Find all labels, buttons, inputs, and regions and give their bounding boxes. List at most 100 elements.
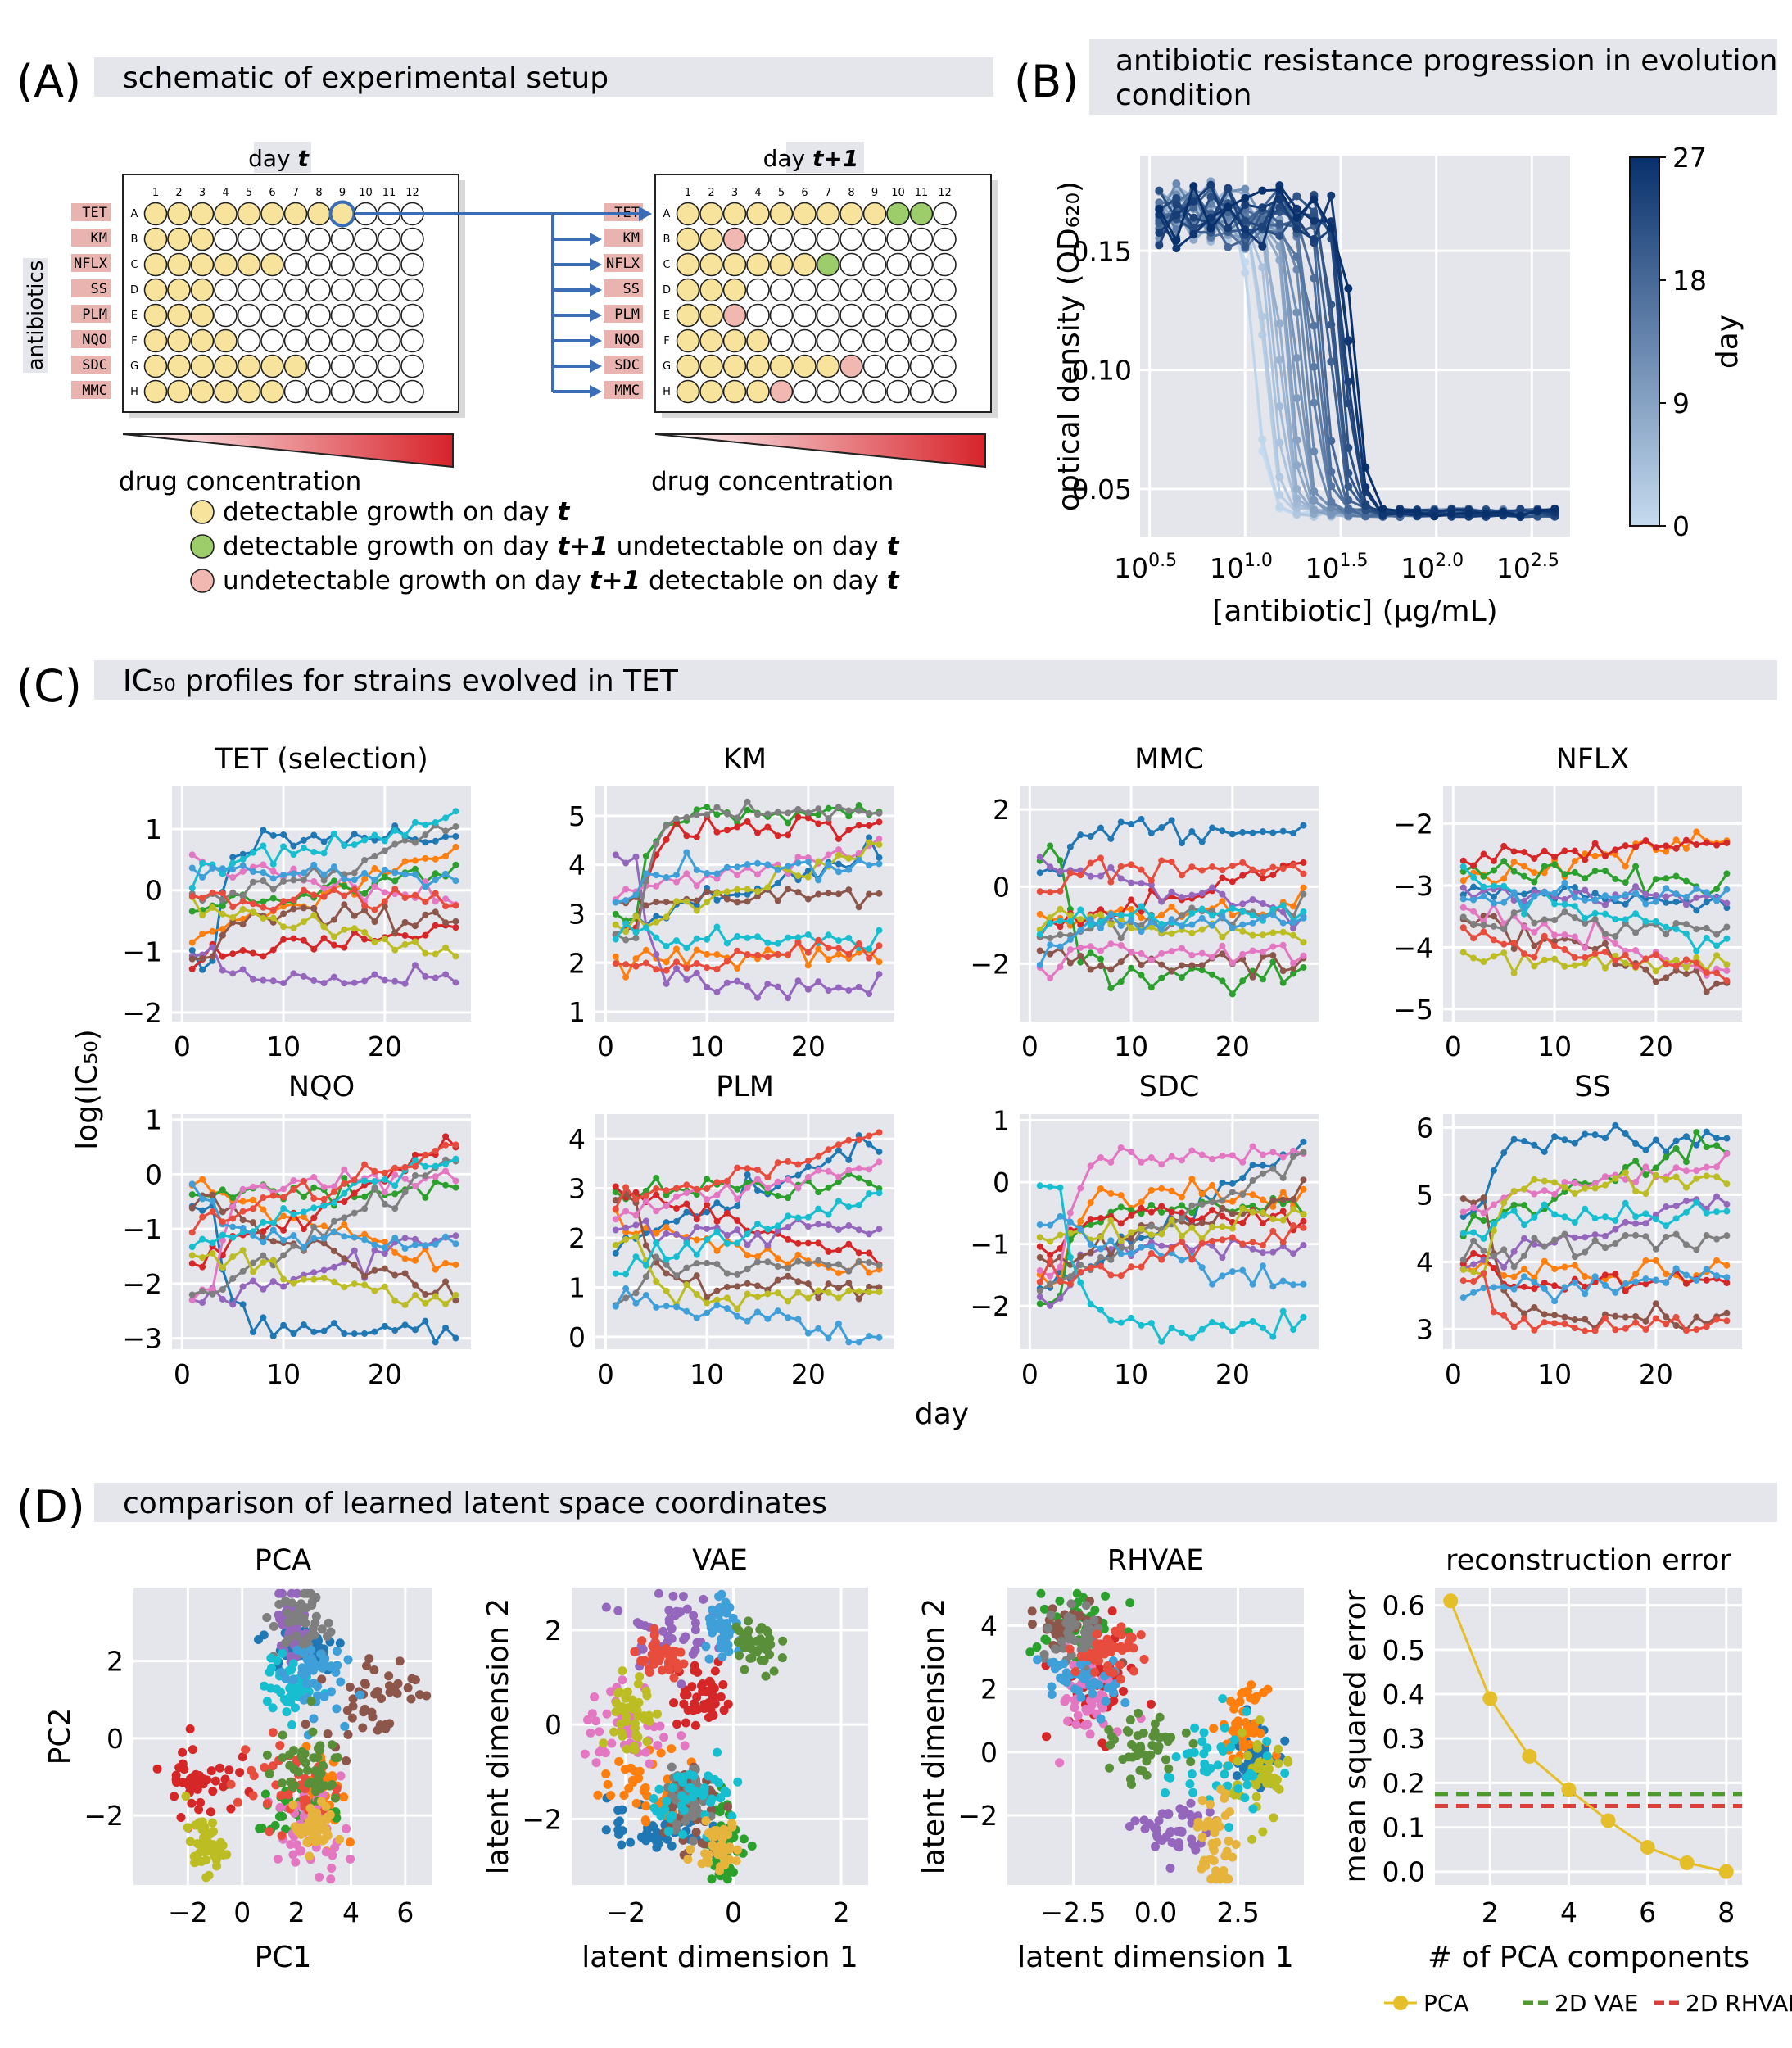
colorbar-tick-label: 18 xyxy=(1672,265,1707,297)
ic50-point xyxy=(612,960,619,967)
row-letter: F xyxy=(663,335,669,347)
ic50-point xyxy=(1622,863,1629,870)
ic50-point xyxy=(653,1303,660,1311)
ic50-point xyxy=(1601,1232,1609,1239)
latent-point xyxy=(315,1872,324,1882)
ic50-point xyxy=(1077,831,1084,839)
ic50-point xyxy=(1490,893,1497,900)
plate-day-t1: day t+1123456789101112ATETBKMCNFLXDSSEPL… xyxy=(604,142,998,496)
latent-point xyxy=(285,1750,295,1760)
ic50-point xyxy=(1531,878,1538,886)
ic50-point xyxy=(1551,1266,1559,1273)
latent-point xyxy=(305,1778,315,1787)
latent-point xyxy=(292,1631,301,1641)
ic50-point xyxy=(290,851,297,859)
ic50-point xyxy=(1663,848,1670,855)
ic50-point xyxy=(1128,861,1135,868)
ic50-point xyxy=(1672,1144,1680,1152)
ic50-point xyxy=(1229,925,1236,932)
ic50-point xyxy=(391,1297,399,1304)
ytick-label: 5 xyxy=(568,800,586,832)
dose-point xyxy=(1206,193,1215,202)
ic50-point xyxy=(1117,1144,1125,1151)
ic50-point xyxy=(280,1275,287,1283)
antibiotic-label: PLM xyxy=(614,306,640,323)
latent-point xyxy=(272,1656,282,1665)
ic50-point xyxy=(866,1259,873,1266)
col-number: 1 xyxy=(685,187,691,199)
col-number: 11 xyxy=(382,187,396,199)
ic50-point xyxy=(239,905,247,913)
ic50-point xyxy=(1652,1164,1659,1171)
ic50-point xyxy=(341,1180,348,1187)
ic50-point xyxy=(1290,925,1297,932)
ic50-point xyxy=(693,882,700,890)
ic50-point xyxy=(1632,910,1640,918)
well xyxy=(190,202,215,226)
ic50-point xyxy=(672,1230,680,1238)
latent-point xyxy=(278,1811,287,1821)
ic50-point xyxy=(704,1208,711,1216)
latent-point xyxy=(275,1741,285,1751)
well xyxy=(722,303,747,328)
ic50-point xyxy=(1541,1319,1548,1326)
ic50-point xyxy=(1682,893,1690,900)
ic50-point xyxy=(1290,1250,1297,1257)
latent-point xyxy=(587,1709,597,1719)
ic50-point xyxy=(1531,1213,1538,1221)
latent-point xyxy=(233,1797,242,1807)
ic50-point xyxy=(1652,918,1659,925)
ic50-point xyxy=(845,986,853,994)
ic50-point xyxy=(1561,931,1568,939)
ic50-point xyxy=(855,1288,862,1295)
ic50-point xyxy=(260,827,267,834)
ic50-point xyxy=(260,976,267,984)
ic50-point xyxy=(804,1163,812,1171)
ic50-point xyxy=(401,1245,409,1253)
ic50-point xyxy=(1531,1304,1538,1312)
ic50-point xyxy=(1490,1253,1497,1260)
ic50-point xyxy=(1087,1248,1094,1256)
ic50-point xyxy=(1036,1234,1043,1241)
ic50-point xyxy=(1622,1163,1629,1171)
ytick-label: 2 xyxy=(106,1646,124,1678)
latent-point xyxy=(201,1855,211,1864)
row-letter: G xyxy=(130,360,138,373)
ic50-point xyxy=(785,1194,792,1202)
ic50-point xyxy=(672,1205,680,1212)
ic50-point xyxy=(1097,918,1104,926)
dose-point xyxy=(1172,193,1181,202)
ic50-point xyxy=(361,1205,369,1212)
ic50-point xyxy=(855,1249,862,1257)
ic50-point xyxy=(723,1239,731,1247)
latent-point xyxy=(220,1774,230,1784)
ic50-point xyxy=(1087,1162,1094,1170)
ic50-point xyxy=(411,857,419,864)
latent-point xyxy=(292,1588,302,1598)
ic50-point xyxy=(1279,1239,1287,1246)
ic50-point xyxy=(1520,904,1527,911)
ic50-point xyxy=(269,895,277,902)
ic50-point xyxy=(1531,893,1538,900)
ytick-label: 2 xyxy=(993,794,1010,826)
well xyxy=(167,252,191,277)
latent-point xyxy=(422,1691,432,1701)
latent-point xyxy=(188,1772,198,1782)
latent-point xyxy=(259,1681,269,1691)
ic50-point xyxy=(1459,1208,1467,1216)
ic50-point xyxy=(371,836,378,844)
ic50-point xyxy=(1239,1266,1247,1274)
ic50-point xyxy=(401,858,409,865)
ic50-point xyxy=(774,832,781,840)
ic50-point xyxy=(1612,1121,1619,1129)
latent-point xyxy=(672,1720,681,1729)
ic50-point xyxy=(1582,1234,1589,1241)
ic50-point xyxy=(1198,867,1206,874)
ic50-point xyxy=(330,1228,337,1235)
ic50-point xyxy=(1723,935,1731,942)
ic50-point xyxy=(1219,1179,1226,1186)
ic50-point xyxy=(1057,868,1064,875)
ic50-point xyxy=(1077,1217,1084,1225)
panel-b-banner-line1: antibiotic resistance progression in evo… xyxy=(1115,44,1778,78)
